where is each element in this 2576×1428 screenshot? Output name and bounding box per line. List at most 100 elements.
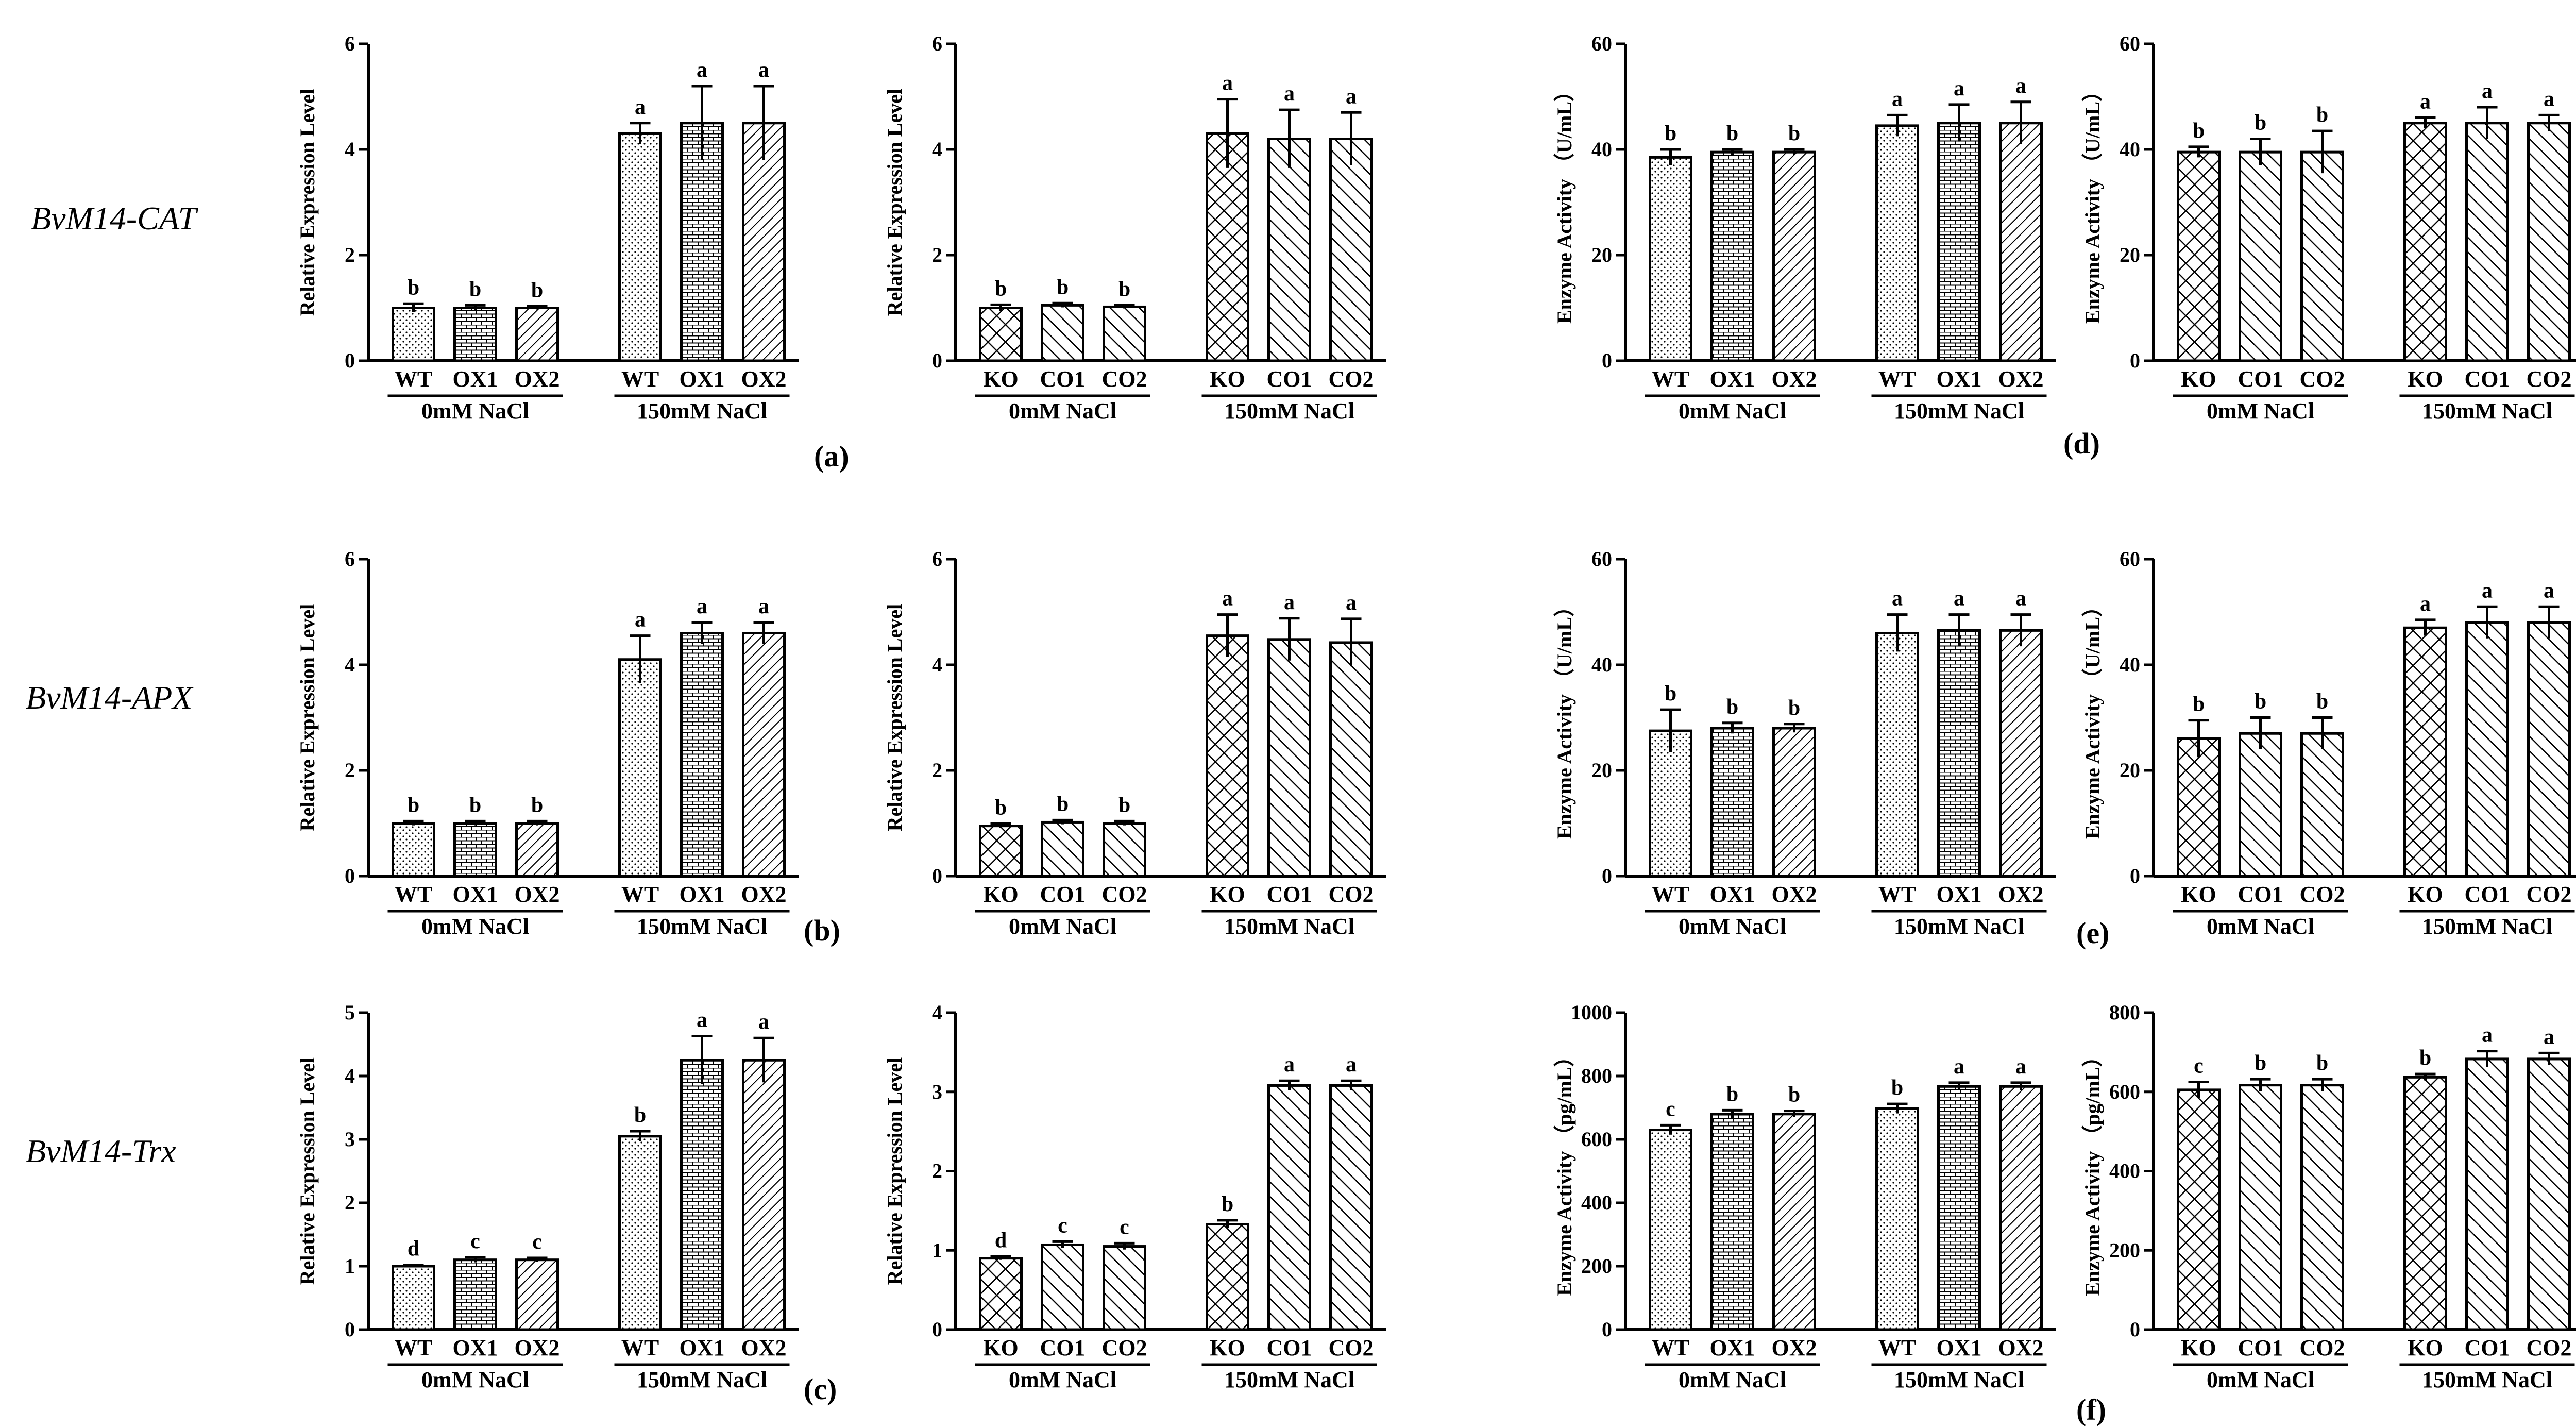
- row-label-trx: BvM14-Trx: [26, 1133, 176, 1169]
- y-tick-label: 0: [932, 349, 942, 372]
- group-label: 0mM NaCl: [1679, 914, 1786, 939]
- panel-label-f: (f): [2076, 1393, 2106, 1426]
- bar: [2177, 150, 2221, 362]
- significance-label: a: [2544, 1025, 2554, 1049]
- significance-label: c: [470, 1230, 480, 1253]
- y-tick-label: 0: [2130, 349, 2140, 372]
- significance-label: a: [1892, 87, 1903, 111]
- bar: [2403, 122, 2447, 362]
- y-tick-label: 4: [932, 138, 942, 161]
- bar: [1267, 1084, 1311, 1331]
- category-label: OX2: [1998, 882, 2044, 907]
- category-label: WT: [621, 882, 659, 907]
- bar: [2465, 1057, 2509, 1331]
- panel-label-a: (a): [814, 440, 849, 473]
- bar: [680, 632, 724, 878]
- category-label: CO2: [1329, 1335, 1374, 1360]
- category-label: KO: [1210, 882, 1245, 907]
- bar: [515, 822, 559, 878]
- category-label: KO: [983, 1335, 1018, 1360]
- significance-label: b: [1222, 1192, 1233, 1216]
- significance-label: a: [758, 58, 769, 82]
- category-label: OX2: [1772, 882, 1817, 907]
- group-label: 150mM NaCl: [1894, 1367, 2024, 1392]
- y-axis-title: Enzyme Activity （U/mL）: [2081, 81, 2104, 324]
- y-tick-label: 5: [345, 1001, 355, 1024]
- bar: [1329, 1084, 1373, 1331]
- significance-label: a: [2544, 579, 2554, 602]
- category-label: WT: [395, 366, 432, 392]
- y-axis-title: Relative Expression Level: [883, 604, 906, 831]
- y-tick-label: 60: [2120, 32, 2140, 55]
- bar-chart-6: 0 20 40 60 Enzyme Activity （U/mL） b WT b OX1 b OX2…: [1553, 547, 2056, 939]
- y-tick-label: 4: [345, 653, 355, 676]
- category-label: CO2: [2300, 882, 2345, 907]
- category-label: OX2: [515, 882, 560, 907]
- y-tick-label: 4: [345, 1064, 355, 1087]
- significance-label: a: [1284, 82, 1295, 106]
- y-tick-label: 0: [345, 1318, 355, 1341]
- bar-chart-4: 0 2 4 6 Relative Expression Level b WT b OX1 b OX2…: [296, 547, 799, 939]
- bar-chart-9: 0 1 2 3 4 Relative Expression Level d KO c CO1 c CO…: [883, 1001, 1386, 1392]
- significance-label: a: [697, 1009, 707, 1032]
- category-label: CO1: [1040, 366, 1086, 392]
- significance-label: b: [1057, 792, 1069, 816]
- y-tick-label: 40: [2120, 138, 2140, 161]
- bar: [1206, 634, 1249, 878]
- category-label: CO2: [2527, 1335, 2572, 1360]
- significance-label: b: [1665, 122, 1676, 145]
- significance-label: a: [758, 595, 769, 618]
- group-label: 0mM NaCl: [421, 1367, 529, 1392]
- group-label: 0mM NaCl: [1009, 914, 1116, 939]
- y-tick-label: 0: [932, 864, 942, 887]
- bar: [2465, 621, 2509, 878]
- category-label: WT: [1878, 1335, 1916, 1360]
- group-label: 0mM NaCl: [1009, 1367, 1116, 1392]
- group-label: 150mM NaCl: [1894, 914, 2024, 939]
- bar: [742, 1059, 786, 1331]
- bar-chart-10: 0 200 400 600 800 1000 Enzyme Activity （pg/mL）…: [1553, 1001, 2056, 1392]
- y-axis-title: Enzyme Activity （U/mL）: [1553, 81, 1576, 324]
- bar-chart-7: 0 20 40 60 Enzyme Activity （U/mL） b KO b CO1 b CO2…: [2081, 547, 2576, 939]
- category-label: OX1: [1937, 366, 1982, 392]
- y-tick-label: 60: [1591, 32, 1612, 55]
- category-label: KO: [2181, 882, 2216, 907]
- significance-label: a: [2015, 587, 2026, 611]
- y-tick-label: 2: [345, 1191, 355, 1214]
- category-label: OX1: [1710, 882, 1755, 907]
- significance-label: a: [1222, 587, 1233, 611]
- bar: [618, 132, 662, 362]
- bar: [1329, 641, 1373, 878]
- bar: [2527, 621, 2571, 878]
- significance-label: a: [635, 608, 646, 632]
- category-label: CO2: [2300, 366, 2345, 392]
- group-label: 150mM NaCl: [637, 914, 767, 939]
- significance-label: a: [697, 595, 707, 618]
- y-tick-label: 4: [932, 653, 942, 676]
- bar: [680, 1059, 724, 1331]
- significance-label: d: [995, 1229, 1007, 1253]
- group-label: 150mM NaCl: [1224, 398, 1354, 424]
- y-tick-label: 4: [345, 138, 355, 161]
- significance-label: b: [1118, 793, 1130, 817]
- bar: [1710, 727, 1754, 878]
- group-label: 150mM NaCl: [2422, 1367, 2552, 1392]
- group-label: 150mM NaCl: [1224, 1367, 1354, 1392]
- category-label: CO1: [1040, 882, 1086, 907]
- y-tick-label: 40: [1591, 138, 1612, 161]
- bar: [1772, 727, 1816, 878]
- bar: [2177, 1088, 2221, 1331]
- significance-label: a: [1284, 1053, 1295, 1077]
- charts-container: 0 2 4 6 Relative Expression Level b WT b OX1 b OX2…: [296, 32, 2576, 1392]
- group-label: 0mM NaCl: [1679, 1367, 1786, 1392]
- significance-label: a: [2420, 592, 2431, 616]
- group-label: 0mM NaCl: [2207, 1367, 2314, 1392]
- category-label: OX1: [453, 1335, 498, 1360]
- significance-label: a: [1954, 1055, 1964, 1079]
- y-tick-label: 0: [345, 349, 355, 372]
- significance-label: b: [995, 796, 1007, 820]
- significance-label: b: [2193, 119, 2205, 143]
- bar-chart-8: 0 1 2 3 4 5 Relative Expression Level d WT c OX1 c O…: [296, 1001, 799, 1392]
- significance-label: b: [2255, 690, 2266, 714]
- bar: [1710, 150, 1754, 362]
